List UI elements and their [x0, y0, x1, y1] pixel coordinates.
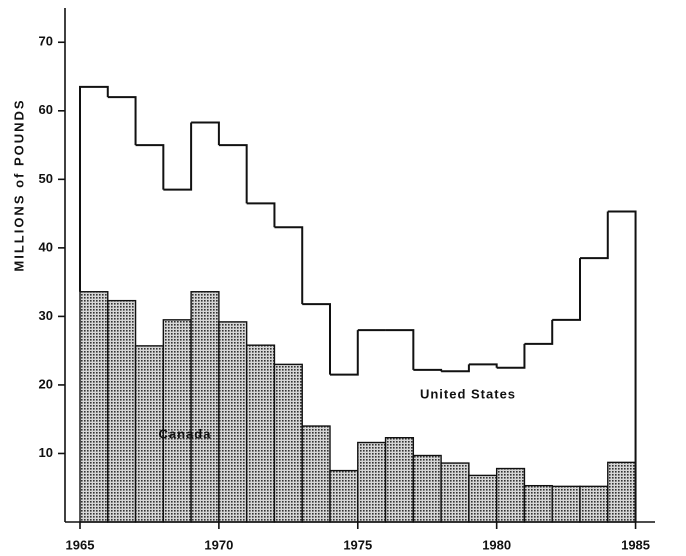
- canada-bar: [579, 485, 609, 523]
- y-tick-label: 50: [39, 171, 53, 186]
- us-bar: [79, 85, 109, 292]
- canada-bar: [273, 363, 303, 523]
- canada-bar: [440, 462, 470, 523]
- y-tick-label: 10: [39, 445, 53, 460]
- series-label: United States: [420, 386, 516, 401]
- x-tick-label: 1970: [204, 537, 233, 552]
- canada-bar: [329, 469, 359, 523]
- canada-bar: [412, 454, 442, 523]
- us-bar: [107, 96, 137, 146]
- y-tick-label: 60: [39, 102, 53, 117]
- us-bar: [413, 368, 443, 372]
- canada-bar: [468, 474, 498, 523]
- us-bar: [302, 303, 331, 375]
- us-bar: [385, 329, 415, 370]
- canada-bar: [162, 319, 192, 523]
- us-bar: [246, 202, 276, 228]
- us-bar: [163, 122, 193, 191]
- canada-bar: [134, 345, 165, 523]
- x-tick-label: 1965: [66, 537, 95, 552]
- canada-bar: [551, 485, 581, 523]
- us-bar: [191, 121, 220, 146]
- canada-bar: [384, 437, 415, 523]
- us-bar: [218, 144, 248, 204]
- canada-bar: [301, 425, 331, 523]
- canada-bar: [190, 291, 220, 523]
- canada-bar: [107, 299, 137, 523]
- y-axis-label: MILLIONS of POUNDS: [11, 98, 26, 271]
- canada-bar: [357, 441, 387, 523]
- x-tick-label: 1985: [621, 537, 650, 552]
- y-tick-label: 20: [39, 376, 53, 391]
- us-bar: [552, 258, 581, 321]
- canada-bar: [245, 344, 276, 523]
- canada-bar: [607, 461, 637, 523]
- canada-bar: [218, 321, 248, 523]
- us-bar: [135, 144, 165, 190]
- x-tick-label: 1980: [482, 537, 511, 552]
- y-tick-label: 70: [39, 34, 53, 49]
- canada-bar: [495, 467, 526, 523]
- y-tick-label: 40: [39, 239, 53, 254]
- us-bar: [468, 363, 498, 368]
- us-bar: [441, 364, 470, 373]
- x-tick-label: 1975: [343, 537, 372, 552]
- us-bar: [524, 319, 554, 345]
- us-bar: [607, 210, 637, 522]
- canada-bar: [523, 484, 553, 523]
- series-label: Canada: [159, 426, 212, 441]
- us-bar: [496, 343, 526, 369]
- us-bar: [274, 226, 304, 305]
- y-tick-label: 30: [39, 308, 53, 323]
- canada-bar: [79, 291, 109, 523]
- us-bar: [580, 211, 609, 260]
- us-bar: [330, 330, 359, 376]
